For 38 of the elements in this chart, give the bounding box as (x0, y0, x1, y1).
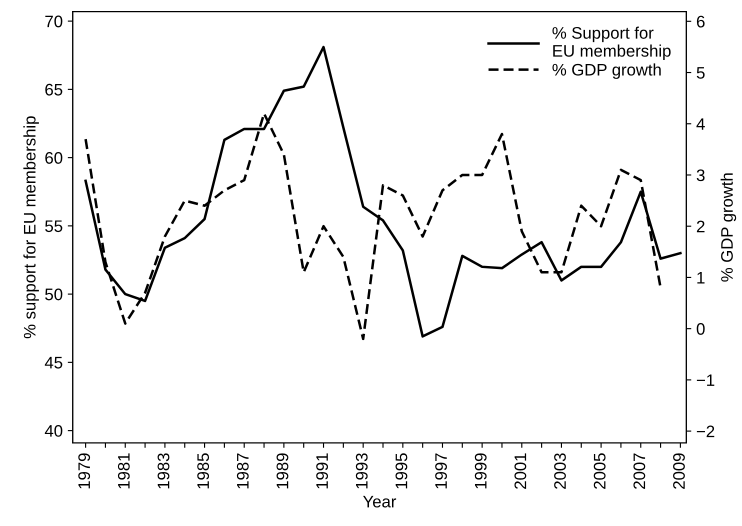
y2-tick-label: 0 (696, 323, 705, 335)
y-tick-label: 60 (45, 152, 62, 164)
x-axis-title: Year (363, 496, 396, 508)
y-tick-label: 70 (45, 16, 62, 28)
x-tick-label: 2001 (514, 453, 526, 489)
x-tick-label: 1997 (435, 453, 447, 488)
legend-label: % Support for EU membership (552, 26, 671, 60)
y-tick-label: 45 (44, 356, 62, 369)
y2-tick-label: 2 (696, 220, 705, 232)
line-series (84, 46, 682, 338)
y-tick-label: 55 (45, 220, 62, 232)
x-tick-label: 1987 (236, 453, 249, 488)
x-tick-label: 2003 (554, 453, 566, 489)
x-tick-label: 2007 (633, 453, 646, 489)
y2-tick-label: 3 (696, 169, 705, 182)
y-tick-label: 65 (45, 84, 62, 96)
y-axis-title: % support for EU membership (23, 116, 39, 338)
x-tick-label: 2005 (594, 453, 606, 489)
x-tick-label: 1979 (78, 453, 90, 488)
x-tick-label: 1995 (396, 453, 408, 488)
y2-tick-label: 5 (696, 67, 705, 79)
x-tick-label: 1991 (316, 453, 328, 488)
legend-label: % GDP growth (552, 63, 661, 79)
y2-tick-label: 4 (696, 118, 705, 130)
x-tick-label: 2009 (673, 453, 685, 489)
x-tick-label: 1993 (356, 453, 368, 488)
y2-tick-label: 1 (697, 272, 705, 284)
y-tick-label: 50 (45, 288, 62, 300)
x-tick-label: 1983 (158, 453, 170, 488)
x-tick-label: 1999 (474, 453, 487, 488)
y2-axis-title: % GDP growth (720, 173, 736, 282)
x-tick-label: 1989 (276, 453, 288, 488)
y-tick-label: 40 (44, 425, 62, 437)
y2-tick-label: −1 (696, 374, 714, 386)
x-tick-label: 1981 (118, 453, 130, 488)
x-tick-label: 1985 (197, 453, 210, 488)
y2-tick-label: −2 (696, 426, 714, 438)
y2-tick-label: 6 (696, 16, 705, 28)
